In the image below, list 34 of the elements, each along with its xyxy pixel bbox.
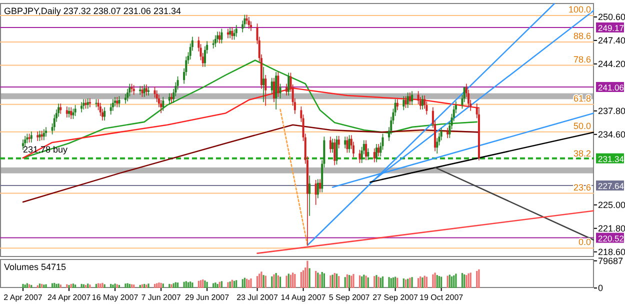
y-tick-label: 0 [598, 283, 604, 293]
ref-line-label: 220.52 [598, 233, 624, 244]
y2-tick-label: 100.0 [568, 4, 591, 14]
y-tick-label: 250.60 [598, 12, 625, 22]
y-tick-label: 247.40 [598, 35, 625, 46]
y-tick-label: 221.80 [598, 223, 625, 234]
x-tick-label: 14 Aug 2007 [280, 293, 326, 302]
chart-title: Volumes 54715 [4, 262, 66, 272]
x-tick-label: 19 Oct 2007 [420, 293, 464, 302]
y2-tick-label: 38.2 [573, 148, 591, 158]
x-tick-label: 27 Sep 2007 [372, 293, 419, 302]
y-tick-label: 237.80 [598, 106, 625, 116]
x-tick-label: 23 Jul 2007 [236, 293, 278, 302]
y2-tick-label: 78.6 [573, 54, 591, 64]
ref-line-label: 231.34 [598, 154, 624, 164]
y-tick-label: 218.60 [598, 246, 625, 257]
y2-tick-label: 61.8 [573, 93, 591, 104]
y-tick-label: 234.60 [598, 129, 625, 140]
ref-line-label: 249.17 [598, 22, 624, 33]
x-tick-label: 24 Apr 2007 [47, 293, 92, 302]
y-tick-label: 225.00 [598, 200, 625, 210]
ref-line-label: 241.06 [598, 82, 624, 92]
x-tick-label: 7 Jun 2007 [141, 293, 182, 302]
x-tick-label: 5 Sep 2007 [328, 293, 370, 302]
x-tick-label: 16 May 2007 [92, 293, 139, 302]
y-tick-label: 244.20 [598, 58, 625, 69]
ref-line-label: 227.64 [598, 181, 624, 191]
x-tick-label: 29 Jun 2007 [185, 293, 230, 302]
y2-tick-label: 88.6 [573, 31, 591, 41]
y-tick-label: 79687 [598, 256, 624, 266]
y2-tick-label: 0.0 [578, 237, 591, 248]
y2-tick-label: 50.0 [573, 120, 591, 131]
chart-title: GBPJPY,Daily 237.32 238.07 231.06 231.34 [4, 6, 181, 16]
x-tick-label: 2 Apr 2007 [4, 293, 43, 302]
